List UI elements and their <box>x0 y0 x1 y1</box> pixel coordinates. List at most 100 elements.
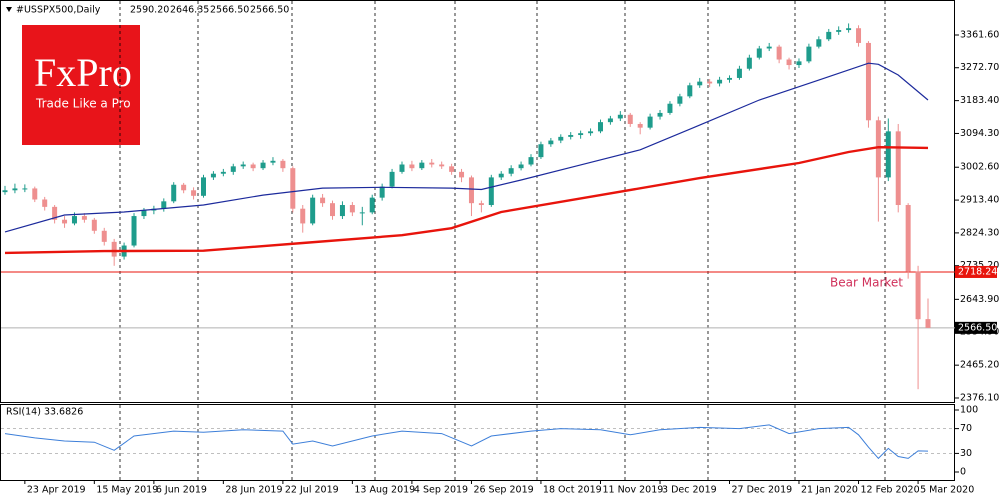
candle-body <box>42 199 48 207</box>
candle-body <box>22 188 28 190</box>
candle-body <box>230 166 236 172</box>
candle-body <box>697 81 703 86</box>
candle-body <box>597 122 603 132</box>
x-tick-label: 5 Mar 2020 <box>920 485 974 496</box>
candle-body <box>538 144 544 158</box>
candle-body <box>349 205 355 213</box>
candle-body <box>905 205 911 272</box>
y-tick-label: 2643.90 <box>960 294 999 305</box>
candle-body <box>786 59 792 66</box>
y-tick-label: 2824.30 <box>960 227 999 238</box>
candle-body <box>637 123 643 128</box>
x-tick-label: 21 Jan 2020 <box>801 485 858 496</box>
candle-body <box>498 173 504 178</box>
candle-body <box>756 48 762 58</box>
x-tick-label: 15 May 2019 <box>96 485 158 496</box>
candle-body <box>796 61 802 66</box>
candle-body <box>488 177 494 206</box>
candle-body <box>32 188 38 200</box>
candle-body <box>101 230 107 242</box>
candle-body <box>707 81 713 84</box>
header-value: 2566.50 <box>210 5 249 16</box>
candle-body <box>310 197 316 224</box>
candle-body <box>181 184 187 191</box>
candle-body <box>81 216 87 220</box>
header-value: 2566.50 <box>250 5 289 16</box>
candle-body <box>816 39 822 47</box>
x-tick-label: 13 Aug 2019 <box>354 485 415 496</box>
header-symbol: #USSPX500,Daily <box>16 5 101 16</box>
candle-body <box>518 164 524 169</box>
header-value: 2646.35 <box>170 5 209 16</box>
rsi-line <box>4 424 929 460</box>
candle-body <box>270 160 276 163</box>
candle-body <box>925 319 931 328</box>
x-tick-label: 23 Apr 2019 <box>27 485 86 496</box>
candle-body <box>52 206 58 220</box>
candle-body <box>776 46 782 60</box>
rsi-title: RSI(14) 33.6826 <box>6 407 83 418</box>
x-tick-label: 12 Feb 2020 <box>861 485 920 496</box>
candle-body <box>439 164 445 167</box>
candle-body <box>399 164 405 172</box>
level-annotation: Bear Market <box>830 275 903 289</box>
candle-body <box>200 177 206 196</box>
candle-body <box>320 197 326 204</box>
candle-body <box>607 118 613 123</box>
y-tick-label: 2735.20 <box>960 260 999 271</box>
y-tick-label: 2913.40 <box>960 195 999 206</box>
candle-body <box>846 28 852 31</box>
price-tag <box>955 321 997 334</box>
rsi-tick-label: 30 <box>960 448 972 459</box>
x-tick-label: 6 Jun 2019 <box>156 485 207 496</box>
logo-tagline: Trade Like a Pro <box>35 97 131 111</box>
candle-body <box>836 30 842 32</box>
candle-body <box>260 162 266 169</box>
x-tick-label: 26 Sep 2019 <box>473 485 533 496</box>
candle-body <box>478 203 484 206</box>
candle-body <box>131 216 137 246</box>
candle-body <box>667 103 673 113</box>
rsi-tick-label: 0 <box>960 467 966 478</box>
header-value: 2590.20 <box>130 5 169 16</box>
x-tick-label: 28 Jun 2019 <box>225 485 282 496</box>
candle-body <box>806 46 812 62</box>
candle-body <box>71 216 77 224</box>
candle-body <box>389 171 395 187</box>
candle-body <box>300 208 306 224</box>
y-tick-label: 3094.30 <box>960 128 999 139</box>
candle-body <box>330 203 336 217</box>
x-tick-label: 3 Dec 2019 <box>662 485 717 496</box>
candle-body <box>171 184 177 202</box>
candle-body <box>627 114 633 124</box>
moving-average <box>4 62 929 233</box>
candle-body <box>62 219 68 224</box>
candle-body <box>449 166 455 172</box>
candle-body <box>548 140 554 145</box>
y-tick-label: 2465.20 <box>960 360 999 371</box>
candle-body <box>826 31 832 40</box>
candle-body <box>2 190 8 193</box>
candle-body <box>459 171 465 178</box>
candle-body <box>895 131 901 206</box>
candle-body <box>687 85 693 97</box>
candle-body <box>339 205 345 217</box>
rsi-pane <box>0 404 955 481</box>
candle-body <box>220 171 226 174</box>
candle-body <box>766 46 772 49</box>
candle-body <box>588 131 594 134</box>
x-tick-label: 18 Oct 2019 <box>543 485 602 496</box>
rsi-tick-label: 70 <box>960 423 972 434</box>
candle-body <box>528 157 534 165</box>
candle-body <box>91 219 97 231</box>
candle-body <box>250 164 256 169</box>
price-tag <box>955 265 997 278</box>
y-tick-label: 3183.40 <box>960 95 999 106</box>
price-tag-label: 2566.50 <box>958 322 997 333</box>
candle-body <box>161 201 167 209</box>
candle-body <box>12 188 18 191</box>
logo-brand: FxPro <box>34 50 132 95</box>
x-tick-label: 27 Dec 2019 <box>732 485 793 496</box>
x-tick-label: 11 Nov 2019 <box>602 485 663 496</box>
